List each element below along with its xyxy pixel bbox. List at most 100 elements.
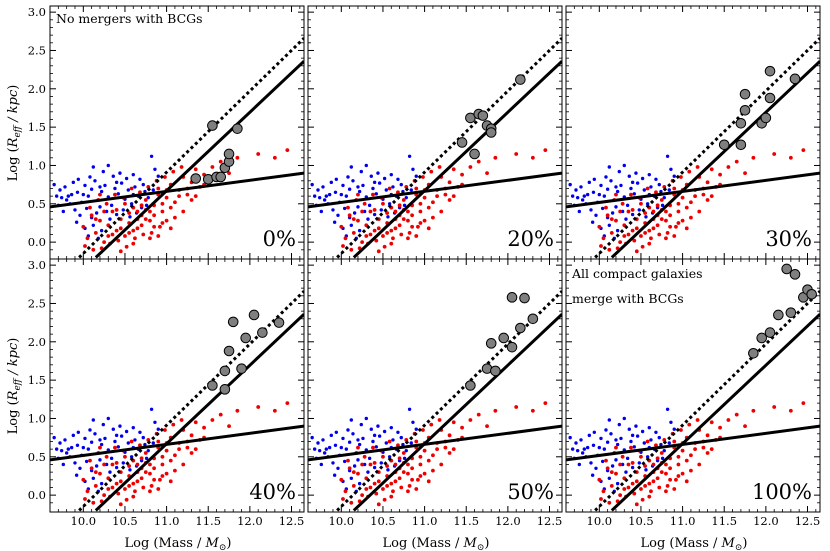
red-point: [135, 462, 140, 467]
red-point: [426, 479, 431, 484]
merger-point: [760, 112, 772, 124]
x-tick-label: 10.5: [112, 514, 138, 528]
solid-relation-line: [610, 60, 820, 259]
red-point: [630, 228, 635, 233]
plot-area: [566, 37, 820, 259]
red-point: [679, 428, 683, 432]
x-tick-label: 12.0: [495, 514, 521, 528]
blue-point: [602, 447, 607, 451]
red-point: [772, 405, 777, 409]
red-point: [643, 464, 648, 468]
blue-point: [357, 442, 362, 447]
blue-point: [129, 455, 134, 459]
blue-point: [592, 177, 597, 181]
blue-point: [614, 458, 618, 462]
red-point: [668, 477, 672, 482]
red-point: [418, 201, 423, 206]
x-tick-label: 11.5: [195, 514, 221, 528]
red-point: [152, 477, 156, 482]
x-tick-label: 12.0: [753, 514, 779, 528]
red-point: [634, 479, 639, 484]
blue-point: [352, 464, 357, 468]
blue-point: [327, 192, 332, 197]
red-point: [118, 226, 123, 231]
red-point: [647, 241, 652, 246]
blue-point: [317, 195, 322, 200]
red-point: [485, 171, 489, 176]
red-point: [684, 226, 689, 231]
solid-relation-line: [352, 60, 562, 259]
red-point: [649, 489, 653, 494]
blue-point: [116, 192, 120, 196]
red-point: [389, 481, 394, 486]
red-point: [643, 211, 648, 215]
blue-point: [599, 183, 603, 188]
red-point: [609, 484, 614, 488]
red-point: [447, 451, 452, 455]
red-point: [407, 484, 412, 488]
red-point: [697, 462, 702, 467]
red-point: [356, 218, 360, 223]
blue-point: [364, 416, 368, 421]
blue-point: [357, 228, 362, 233]
blue-point: [141, 182, 145, 187]
blue-point: [59, 195, 64, 200]
blue-point: [627, 174, 631, 178]
red-point: [801, 148, 806, 153]
red-point: [609, 231, 614, 235]
merger-point: [718, 139, 730, 151]
red-point: [181, 462, 186, 467]
blue-point: [402, 456, 407, 461]
x-tick-label: 11.0: [412, 514, 438, 528]
red-point: [114, 228, 119, 233]
red-point: [634, 249, 639, 254]
red-point: [177, 447, 181, 452]
y-tick-label: 0.5: [28, 197, 46, 211]
blue-point: [632, 192, 636, 196]
red-point: [168, 479, 173, 484]
x-tick-label: 12.5: [279, 514, 305, 528]
blue-point: [357, 481, 362, 486]
red-point: [668, 213, 672, 218]
red-point: [672, 439, 677, 444]
blue-point: [119, 181, 124, 185]
red-point: [173, 468, 177, 473]
blue-point: [78, 466, 82, 470]
blue-point: [109, 203, 114, 208]
red-point: [676, 462, 681, 467]
red-point: [364, 234, 369, 238]
red-point: [360, 240, 365, 245]
red-point: [114, 481, 119, 486]
red-point: [629, 192, 633, 197]
red-point: [88, 205, 92, 210]
blue-point: [64, 451, 69, 455]
red-point: [110, 485, 115, 490]
blue-point: [324, 194, 329, 198]
blue-point: [665, 407, 670, 411]
blue-point: [78, 213, 82, 217]
blue-point: [589, 461, 593, 465]
red-point: [620, 454, 625, 459]
red-point: [351, 217, 356, 222]
blue-point: [124, 176, 129, 181]
red-point: [451, 447, 456, 452]
red-point: [385, 211, 390, 215]
red-point: [168, 458, 173, 463]
blue-point: [402, 203, 407, 208]
red-point: [389, 241, 394, 246]
red-point: [406, 218, 410, 223]
blue-point: [128, 468, 132, 472]
blue-point: [635, 181, 640, 185]
red-point: [410, 466, 414, 471]
blue-point: [156, 174, 160, 178]
blue-point: [632, 445, 636, 449]
red-point: [98, 218, 102, 223]
blue-point: [74, 473, 79, 477]
blue-point: [339, 445, 344, 450]
blue-point: [138, 430, 142, 434]
red-point: [689, 215, 693, 220]
merger-point: [506, 341, 518, 353]
blue-point: [610, 464, 615, 468]
blue-point: [634, 171, 638, 175]
x-tick-label: 11.5: [453, 514, 479, 528]
